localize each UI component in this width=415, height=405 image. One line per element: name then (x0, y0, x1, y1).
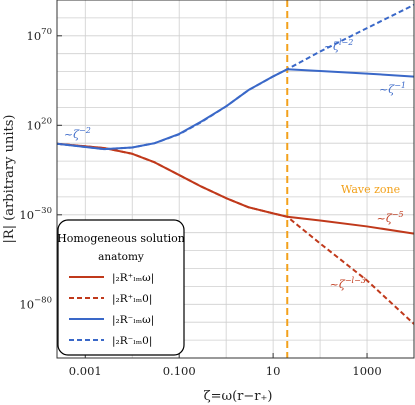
legend-label-2: |₂R⁺ₗₘ0| (112, 293, 152, 306)
legend-label-4: |₂R⁻ₗₘ0| (112, 335, 152, 348)
y-tick-label: 10−30 (19, 206, 52, 222)
plot-frame (56, 0, 415, 359)
legend-box (57, 219, 185, 356)
legend-label-1: |₂R⁺ₗₘω| (112, 272, 154, 285)
axis-ticks: 0.001 0.100 10 1000 1070 1020 10−30 10−80 (19, 27, 381, 378)
annotation-3: ~ζl−2 (324, 38, 354, 53)
x-tick-label: 1000 (352, 364, 381, 378)
legend-items: |₂R⁺ₗₘω| |₂R⁺ₗₘ0| |₂R⁻ₗₘω| |₂R⁻ₗₘ0| (69, 272, 154, 348)
x-axis-label: ζ=ω(r−r₊) (204, 389, 273, 404)
series-line-2 (57, 142, 414, 325)
legend-subtitle: anatomy (98, 251, 144, 263)
y-tick-label: 1070 (27, 27, 52, 43)
y-axis-label: |R| (arbitrary units) (2, 115, 17, 244)
y-tick-label: 1020 (27, 116, 52, 132)
annotations: ~ζ−2 ~ζ−1 ~ζl−2 ~ζ−5 ~ζ−l−3 (64, 38, 406, 291)
series-layer (57, 3, 414, 325)
annotation-1: ~ζ−2 (64, 126, 91, 141)
annotation-5: ~ζ−l−3 (330, 276, 366, 291)
x-tick-label: 0.100 (163, 364, 196, 378)
x-tick-label: 10 (266, 364, 281, 378)
annotation-2: ~ζ−1 (379, 81, 406, 96)
wave-zone-label: Wave zone (341, 183, 400, 196)
series-line-4 (57, 3, 414, 151)
legend-label-3: |₂R⁻ₗₘω| (112, 314, 154, 327)
x-tick-label: 0.001 (69, 364, 102, 378)
annotation-4: ~ζ−5 (377, 210, 404, 225)
legend: Homogeneous solution anatomy |₂R⁺ₗₘω||₂R… (57, 219, 185, 356)
y-tick-label: 10−80 (19, 295, 52, 311)
legend-title: Homogeneous solution (57, 232, 185, 245)
